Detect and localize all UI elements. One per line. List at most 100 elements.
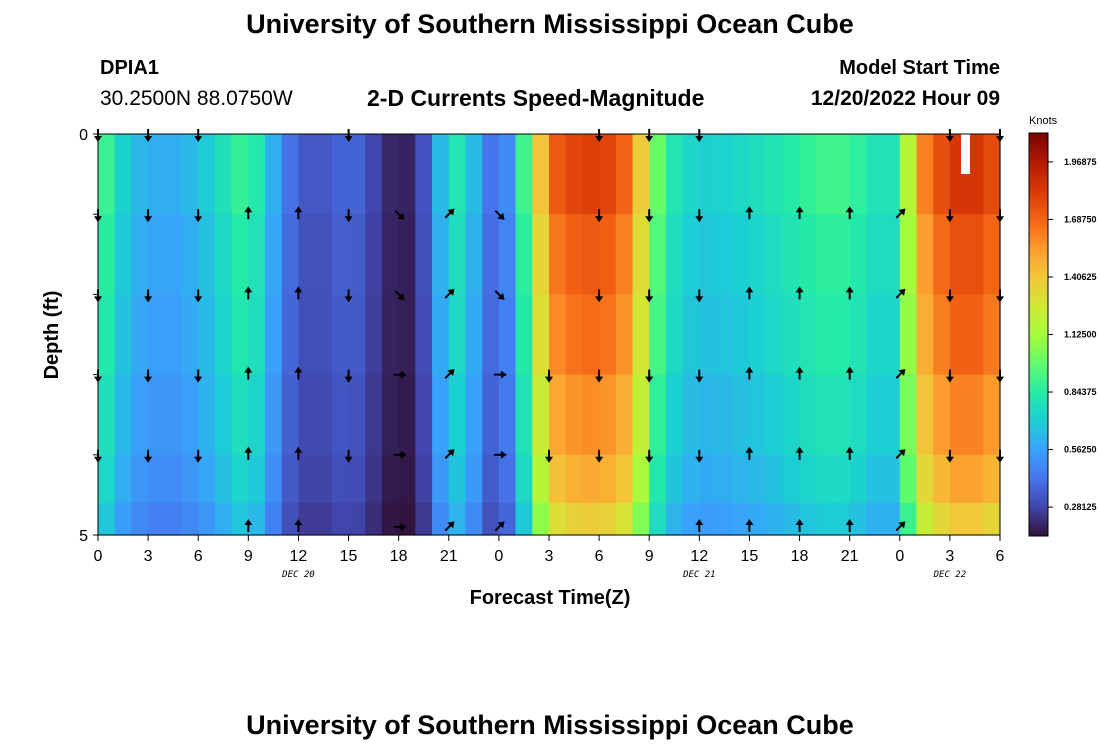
heatmap-cell xyxy=(849,454,867,504)
heatmap-cell xyxy=(148,502,166,536)
heatmap-cell xyxy=(482,454,500,504)
heatmap-cell xyxy=(365,502,383,536)
heatmap-cell xyxy=(465,374,483,456)
heatmap-cell xyxy=(348,374,366,456)
heatmap-cell xyxy=(448,454,467,504)
page-title: University of Southern Mississippi Ocean… xyxy=(246,9,854,39)
heatmap-cell xyxy=(315,502,333,536)
heatmap-cell xyxy=(716,502,734,536)
heatmap-cell xyxy=(565,134,583,215)
current-arrow xyxy=(344,289,353,303)
heatmap-cell xyxy=(298,134,316,215)
x-tick-label: 15 xyxy=(741,548,759,565)
heatmap-cell xyxy=(148,454,166,504)
heatmap-cell xyxy=(432,454,450,504)
current-arrow xyxy=(645,369,654,383)
heatmap-cell xyxy=(949,214,968,295)
heatmap-cell xyxy=(248,214,266,295)
heatmap-cell xyxy=(599,374,617,456)
heatmap-cell xyxy=(231,294,249,376)
heatmap-cell xyxy=(214,294,233,376)
heatmap-cell xyxy=(498,134,517,215)
x-tick-label: 15 xyxy=(340,548,358,565)
current-arrow xyxy=(895,288,906,299)
colorbar-tick-label: 0.28125 xyxy=(1064,502,1097,512)
heatmap-cell xyxy=(933,374,951,456)
heatmap-cell xyxy=(498,454,517,504)
heatmap-cell xyxy=(365,374,383,456)
heatmap-cell xyxy=(549,134,567,215)
model-start-value: 12/20/2022 Hour 09 xyxy=(810,87,1000,110)
heatmap-cell xyxy=(198,454,216,504)
heatmap-cell xyxy=(265,214,283,295)
current-arrow xyxy=(595,289,604,303)
heatmap-cell xyxy=(498,294,517,376)
current-arrow xyxy=(494,209,505,220)
heatmap-cell xyxy=(432,374,450,456)
heatmap-cell xyxy=(749,134,767,215)
heatmap-cell xyxy=(565,502,583,536)
heatmap-cell xyxy=(315,374,333,456)
heatmap-cell xyxy=(465,502,483,536)
heatmap-cell xyxy=(916,374,934,456)
heatmap-cell xyxy=(331,214,350,295)
current-arrow xyxy=(493,370,507,379)
current-arrow xyxy=(595,209,604,223)
heatmap-cell xyxy=(799,214,817,295)
x-tick-label: 0 xyxy=(895,548,904,565)
heatmap-cell xyxy=(632,374,650,456)
current-arrow xyxy=(244,366,253,380)
date-label: DEC 22 xyxy=(933,570,967,580)
heatmap-cell xyxy=(866,374,884,456)
x-tick-label: 21 xyxy=(440,548,458,565)
heatmap-cell xyxy=(565,214,583,295)
current-arrow xyxy=(795,446,804,460)
heatmap-cell xyxy=(832,214,851,295)
heatmap-cell xyxy=(248,502,266,536)
heatmap-cell xyxy=(716,214,734,295)
heatmap-cell xyxy=(549,502,567,536)
heatmap-cell xyxy=(732,214,751,295)
current-arrow xyxy=(795,519,804,532)
heatmap-cell xyxy=(983,454,1001,504)
heatmap-cell xyxy=(231,214,249,295)
next-chart-title: University of Southern Mississippi Ocean… xyxy=(246,710,854,740)
current-arrow xyxy=(394,209,405,220)
heatmap-cell xyxy=(98,454,116,504)
heatmap-cell xyxy=(749,214,767,295)
heatmap-cell xyxy=(164,214,183,295)
heatmap-cell xyxy=(632,214,650,295)
heatmap-cell xyxy=(816,502,834,536)
y-tick-label: 0 xyxy=(79,127,88,144)
heatmap-cell xyxy=(949,294,968,376)
heatmap-cell xyxy=(415,454,433,504)
heatmap-cell xyxy=(866,294,884,376)
missing-data-gap xyxy=(961,134,970,174)
heatmap-cell xyxy=(532,374,550,456)
date-label: DEC 20 xyxy=(281,570,315,580)
heatmap-cell xyxy=(298,502,316,536)
heatmap-cell xyxy=(482,502,500,536)
heatmap-cell xyxy=(198,134,216,215)
heatmap-cell xyxy=(98,214,116,295)
heatmap-cell xyxy=(398,294,416,376)
heatmap-cell xyxy=(365,454,383,504)
heatmap-cell xyxy=(549,454,567,504)
heatmap-cell xyxy=(899,454,918,504)
heatmap-cell xyxy=(315,454,333,504)
heatmap-cell xyxy=(482,294,500,376)
model-start-label: Model Start Time xyxy=(839,57,1000,79)
heatmap-cell xyxy=(899,374,918,456)
current-arrow xyxy=(695,449,704,463)
heatmap-cell xyxy=(549,214,567,295)
heatmap-cell xyxy=(265,502,283,536)
heatmap-cell xyxy=(816,374,834,456)
heatmap-cell xyxy=(983,134,1001,215)
heatmap-cell xyxy=(983,374,1001,456)
heatmap-cell xyxy=(832,134,851,215)
colorbar-ticks: 1.96875 1.68750 1.40625 1.12500 0.84375 0.562… xyxy=(1048,157,1097,512)
heatmap-cell xyxy=(732,454,751,504)
heatmap-cell xyxy=(398,214,416,295)
heatmap-cell xyxy=(315,134,333,215)
heatmap-cell xyxy=(565,294,583,376)
